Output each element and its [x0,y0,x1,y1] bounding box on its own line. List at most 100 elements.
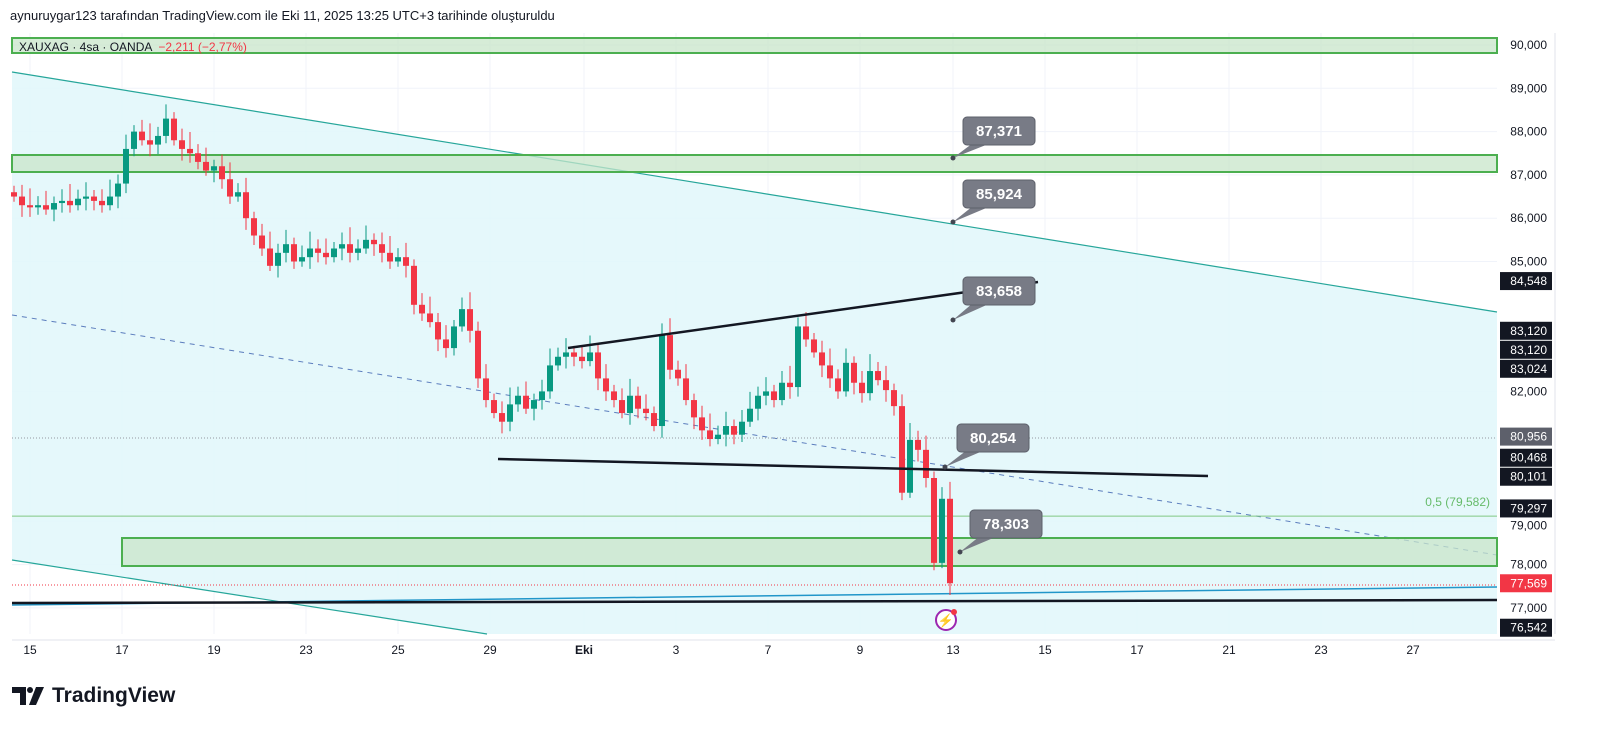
price-tick-label: 90,000 [1510,38,1547,52]
candle-body [915,439,921,450]
candle-body [475,330,481,379]
symbol-legend[interactable]: XAUXAG · 4sa · OANDA −2,211 (−2,77%) [19,40,247,54]
candle-body [867,371,873,394]
candle-body [27,205,33,208]
channel-lower-line [11,559,488,635]
candle-body [691,400,697,418]
callout-label: 85,924 [976,186,1023,203]
candle-body [419,304,425,314]
candle-body [139,131,145,141]
callout-pointer [953,206,991,222]
candle-body [243,192,249,219]
candle-body [731,426,737,435]
candle-body [467,309,473,331]
candle-body [443,339,449,349]
candle-body [763,391,769,396]
candle-body [787,382,793,388]
price-badge [1500,574,1552,593]
candle-body [363,239,369,249]
tradingview-logo[interactable]: TradingView [12,684,175,708]
price-badge-label: 80,956 [1510,430,1547,444]
callout-anchor-dot [950,219,956,225]
channel-upper-line [11,71,1498,313]
candle-body [315,248,321,253]
triangle-lower-line [497,457,1209,478]
candle-body [395,257,401,262]
time-tick-label: 13 [946,643,960,657]
candle-body [883,380,889,391]
candle-body [755,395,761,409]
time-tick-label: Eki [575,643,593,657]
callout-box [969,509,1043,539]
candle-body [211,166,217,171]
support-resistance-zone [121,537,1498,567]
candle-body [187,148,193,154]
candle-body [267,248,273,266]
candle-body [235,192,241,197]
price-badge-label: 83,120 [1510,324,1547,338]
candle-body [91,196,97,201]
candle-body [899,406,905,493]
fib-level-label: 0,5 (79,582) [1425,495,1490,509]
candle-body [251,218,257,236]
candle-body [931,478,937,563]
candle-body [939,498,945,563]
candle-body [859,382,865,394]
candle-body [307,248,313,258]
candle-body [147,140,153,145]
candle-body [299,257,305,262]
price-badge [1500,272,1552,291]
candle-body [515,395,521,405]
candle-body [843,362,849,392]
candle-body [627,395,633,414]
candle-body [203,161,209,171]
candle-body [227,179,233,197]
candle-body [715,434,721,440]
candle-body [619,400,625,414]
price-badge-label: 80,101 [1510,470,1547,484]
candle-body [611,391,617,401]
candle-body [907,439,913,493]
callout-box [962,276,1036,306]
candle-body [523,395,529,409]
candle-body [835,378,841,392]
candle-body [739,421,745,435]
candle-body [507,404,513,422]
candle-body [795,326,801,388]
candle-body [179,140,185,149]
callout-anchor-dot [950,317,956,323]
candle-body [723,426,729,435]
candle-body [595,352,601,379]
candle-body [83,196,89,199]
price-tick-label: 79,000 [1510,518,1547,532]
notification-dot [951,609,957,615]
support-resistance-zone [11,154,1498,173]
candle-body [411,265,417,305]
price-badge-label: 83,120 [1510,343,1547,357]
candle-body [779,382,785,401]
candle-body [195,153,201,162]
tradingview-logo-icon [12,687,44,705]
time-tick-label: 21 [1222,643,1236,657]
callout-anchor-dot [950,155,956,161]
time-tick-label: 25 [391,643,405,657]
callout-pointer [960,536,998,552]
callout-label: 80,254 [970,430,1017,447]
candle-body [659,335,665,427]
time-tick-label: 17 [115,643,129,657]
candle-body [571,352,577,357]
symbol-label: XAUXAG · 4sa · OANDA [19,40,153,54]
candle-body [579,356,585,362]
candle-body [683,378,689,401]
candle-body [99,200,105,206]
price-badge-label: 76,542 [1510,621,1547,635]
time-tick-label: 3 [673,643,680,657]
candle-body [323,252,329,258]
price-badge [1500,467,1552,486]
candle-body [643,408,649,414]
callout-label: 83,658 [976,283,1022,300]
candle-body [403,257,409,266]
time-tick-label: 17 [1130,643,1144,657]
candle-body [219,166,225,180]
